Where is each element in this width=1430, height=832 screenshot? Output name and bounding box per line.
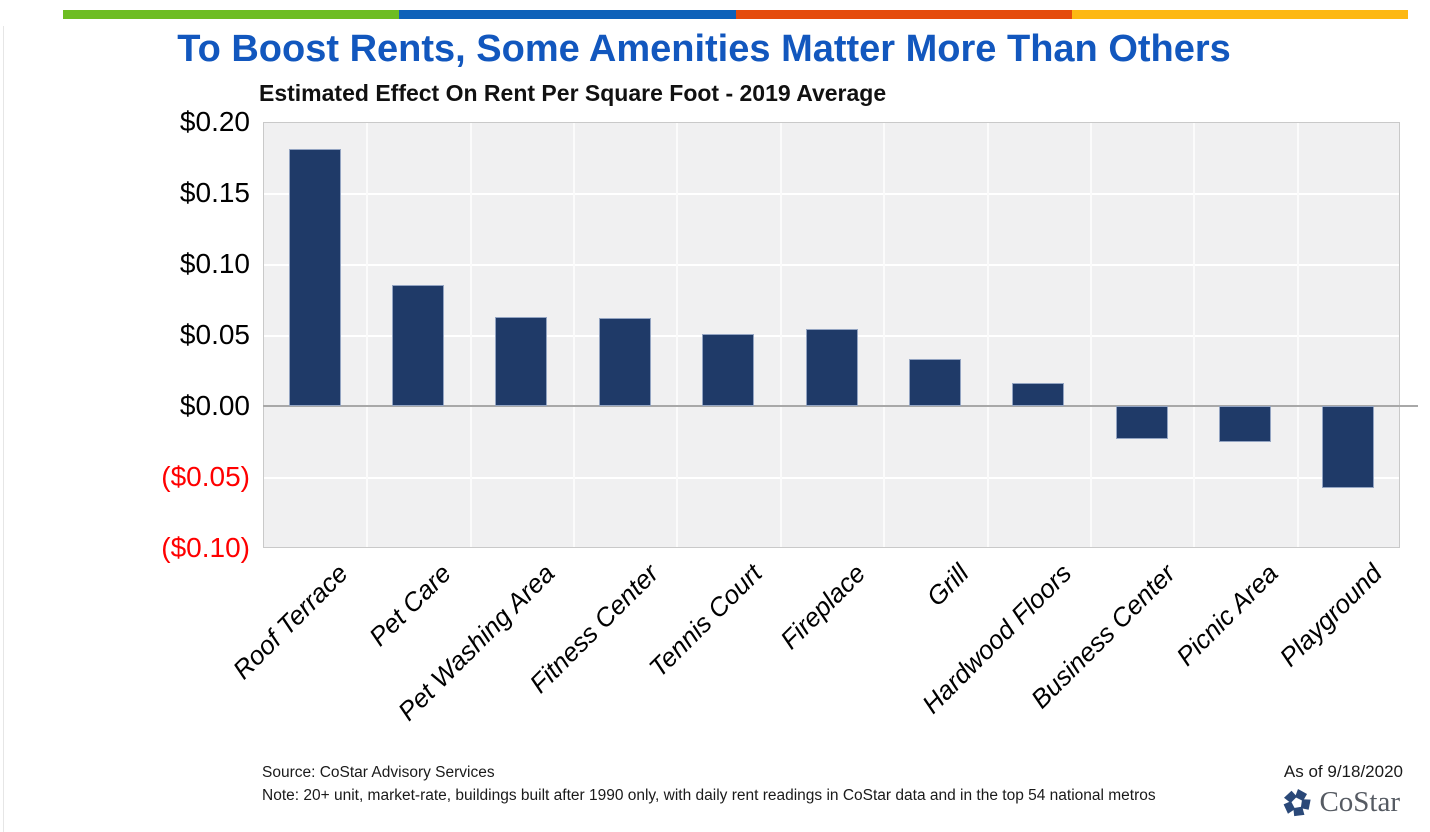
y-tick-label: $0.05	[179, 319, 250, 350]
horizontal-gridline	[264, 477, 1399, 479]
vertical-gridline	[1089, 123, 1092, 547]
x-category-label: Grill	[920, 558, 975, 612]
bar-fireplace	[805, 329, 858, 406]
x-category-label: Playground	[1273, 558, 1388, 673]
costar-logo: CoStar	[1281, 786, 1400, 819]
x-category-label: Picnic Area	[1170, 558, 1285, 672]
vertical-gridline	[1296, 123, 1299, 547]
costar-logo-text: CoStar	[1319, 786, 1400, 818]
as-of-date: As of 9/18/2020	[1283, 762, 1403, 781]
bar-fitness-center	[598, 317, 651, 406]
bar-playground	[1322, 406, 1375, 489]
vertical-gridline	[986, 123, 989, 547]
vertical-gridline	[366, 123, 369, 547]
x-category-label: Roof Terrace	[227, 558, 354, 685]
bar-business-center	[1115, 406, 1168, 439]
horizontal-gridline	[264, 264, 1399, 266]
y-tick-label: $0.15	[179, 177, 250, 208]
y-tick-label: ($0.10)	[161, 532, 250, 563]
vertical-gridline	[779, 123, 782, 547]
chart-subtitle: Estimated Effect On Rent Per Square Foot…	[259, 80, 887, 106]
vertical-gridline	[1193, 123, 1196, 547]
vertical-gridline	[573, 123, 576, 547]
y-tick-label: ($0.05)	[161, 461, 250, 492]
page-title: To Boost Rents, Some Amenities Matter Mo…	[177, 28, 1231, 70]
bar-grill	[908, 359, 961, 406]
bar-pet-washing-area	[495, 316, 548, 406]
y-tick-label: $0.00	[179, 390, 250, 421]
x-category-label: Pet Care	[363, 558, 458, 652]
bar-roof-terrace	[288, 148, 341, 406]
accent-segment-yellow	[1071, 10, 1408, 19]
x-category-label: Fireplace	[773, 558, 871, 655]
source-text: Source: CoStar Advisory Services	[262, 764, 495, 781]
slide-edge-line	[3, 26, 4, 832]
accent-segment-green	[63, 10, 400, 19]
accent-segment-blue	[399, 10, 736, 19]
vertical-gridline	[676, 123, 679, 547]
vertical-gridline	[883, 123, 886, 547]
costar-pinwheel-icon	[1284, 788, 1312, 816]
vertical-gridline	[469, 123, 472, 547]
y-tick-label: $0.10	[179, 248, 250, 279]
bar-picnic-area	[1218, 406, 1271, 442]
accent-segment-orange	[735, 10, 1072, 19]
y-tick-label: $0.20	[179, 106, 250, 137]
note-text: Note: 20+ unit, market-rate, buildings b…	[262, 787, 1156, 804]
bar-hardwood-floors	[1012, 383, 1065, 406]
zero-axis-line	[263, 405, 1418, 407]
bar-tennis-court	[702, 333, 755, 406]
horizontal-gridline	[264, 193, 1399, 195]
top-accent-bar	[63, 10, 1408, 19]
bar-pet-care	[392, 285, 445, 406]
